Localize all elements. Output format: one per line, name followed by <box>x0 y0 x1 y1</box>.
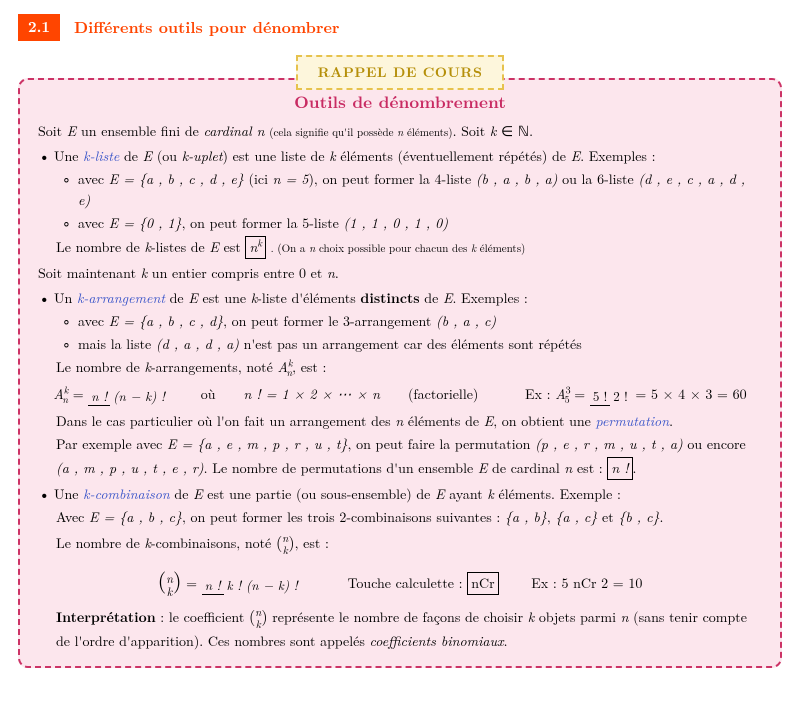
section-header: 2.1 Différents outils pour dénombrer <box>18 14 782 41</box>
bullet-kliste: • Une k-liste de E (ou k-uplet) est une … <box>38 146 762 167</box>
section-title: Différents outils pour dénombrer <box>74 15 339 39</box>
intro-line: Soit E un ensemble fini de cardinal n (c… <box>38 121 762 142</box>
comb-count-intro: Le nombre de k-combinaisons, noté (nk), … <box>56 530 762 557</box>
formula-nk: nk <box>245 236 265 259</box>
kliste-count: Le nombre de k-listes de E est nk . (On … <box>56 236 762 259</box>
arr-ex2: ∘ mais la liste (d , a , d , a) n'est pa… <box>62 334 762 355</box>
perm-p3: (a , m , p , u , t , e , r). Le nombre d… <box>56 457 762 480</box>
bullet-comb: • Une k-combinaison de E est une partie … <box>38 484 762 505</box>
arr-ex1: ∘ avec E = {a , b , c , d}, on peut form… <box>62 311 762 332</box>
section-number: 2.1 <box>18 14 60 41</box>
bullet-arrangement: • Un k-arrangement de E est une k-liste … <box>38 288 762 309</box>
ribbon-wrap: RAPPEL DE COURS <box>18 55 782 90</box>
arr-formula: Akn = n !(n − k) ! où n ! = 1 × 2 × ⋯ × … <box>38 384 762 405</box>
arr-count: Le nombre de k-arrangements, noté Akn, e… <box>56 357 762 378</box>
k-range: Soit maintenant k un entier compris entr… <box>38 263 762 284</box>
comb-ex: Avec E = {a , b , c}, on peut former les… <box>56 507 762 528</box>
interpretation: Interprétation : le coefficient (nk) rep… <box>56 604 762 652</box>
box-title: Outils de dénombrement <box>38 90 762 116</box>
course-ribbon: RAPPEL DE COURS <box>296 55 505 90</box>
comb-formula: (nk) = n !k ! (n − k) ! Touche calculett… <box>38 563 762 598</box>
formula-nfact: n ! <box>607 457 632 480</box>
perm-p1: Dans le cas particulier où l'on fait un … <box>56 411 762 432</box>
kliste-ex1: ∘ avec E = {a , b , c , d , e} (ici n = … <box>62 169 762 211</box>
content-box: Outils de dénombrement Soit E un ensembl… <box>18 78 782 669</box>
kliste-ex2: ∘ avec E = {0 , 1}, on peut former la 5-… <box>62 213 762 234</box>
calc-nCr: nCr <box>467 572 498 595</box>
perm-p2: Par exemple avec E = {a , e , m , p , r … <box>56 434 762 455</box>
